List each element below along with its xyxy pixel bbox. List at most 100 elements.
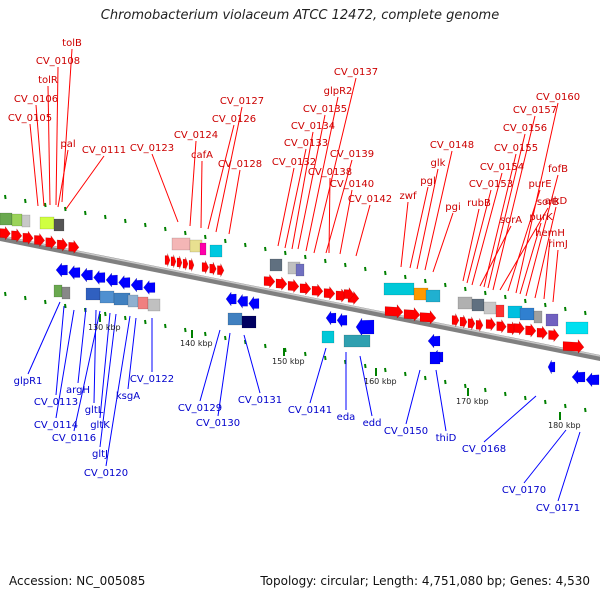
leader-line	[432, 212, 454, 273]
forward-gene-arrow	[384, 303, 404, 319]
forward-gene-arrow	[209, 261, 217, 276]
leader-line	[277, 167, 295, 247]
reverse-gene-label: CV_0129	[178, 403, 222, 414]
scale-label: 130 kbp	[88, 323, 121, 332]
scale-label: 170 kbp	[456, 397, 489, 406]
forward-gene-label: purE	[528, 179, 551, 190]
forward-gene-arrow	[562, 338, 585, 355]
reverse-gene-label: ksgA	[116, 391, 140, 402]
feature-box	[471, 298, 485, 312]
forward-gene-label: CV_0128	[218, 159, 262, 170]
forward-gene-label: sorA	[500, 215, 522, 226]
leader-line	[200, 160, 203, 229]
reverse-gene-arrow	[55, 262, 68, 278]
scale-dot	[464, 383, 467, 389]
reverse-gene-arrow	[93, 269, 106, 286]
forward-gene-label: glk	[431, 158, 446, 169]
forward-gene-label: CV_0140	[330, 179, 374, 190]
leader-line	[243, 334, 261, 394]
scale-dot	[444, 379, 447, 385]
reverse-gene-label: gltJ	[92, 449, 108, 460]
scale-dot	[224, 335, 227, 341]
leader-line	[466, 189, 492, 284]
leader-line	[93, 309, 97, 404]
leader-line	[435, 369, 447, 432]
scale-dot	[564, 306, 567, 312]
forward-gene-label: CV_0156	[503, 123, 547, 134]
scale-dot	[64, 303, 67, 309]
leader-line	[487, 133, 526, 289]
leader-line	[471, 172, 503, 286]
forward-gene-label: zwf	[400, 191, 417, 202]
forward-gene-label: CV_0148	[430, 140, 474, 151]
reverse-gene-arrow	[355, 317, 375, 337]
forward-gene-label: CV_0127	[220, 96, 264, 107]
scale-dot	[324, 355, 327, 361]
scale-dot	[44, 299, 47, 305]
reverse-gene-label: CV_0131	[238, 395, 282, 406]
leader-line	[55, 305, 65, 396]
forward-gene-label: CV_0154	[480, 162, 524, 173]
forward-gene-arrow	[11, 228, 23, 243]
forward-gene-arrow	[335, 288, 348, 303]
leader-line	[499, 207, 549, 291]
reverse-gene-label: CV_0113	[34, 397, 78, 408]
leader-line	[305, 96, 339, 252]
leader-line	[309, 347, 327, 404]
leader-line	[99, 312, 111, 419]
feature-box	[429, 351, 441, 365]
forward-gene-label: CV_0157	[513, 105, 557, 116]
leader-line	[65, 155, 105, 210]
leader-line	[519, 222, 542, 295]
forward-gene-label: pgi	[445, 202, 460, 213]
forward-gene-label: fofB	[548, 164, 568, 175]
forward-gene-label: CV_0123	[130, 143, 174, 154]
forward-gene-arrow	[176, 255, 183, 270]
leader-line	[409, 186, 429, 269]
scale-dot	[24, 198, 27, 204]
reverse-gene-arrow	[80, 267, 93, 283]
leader-line	[57, 149, 69, 208]
feature-box	[171, 237, 191, 251]
feature-box	[295, 263, 305, 277]
scale-dot	[464, 286, 467, 292]
scale-dot	[524, 395, 527, 401]
forward-gene-label: CV_0139	[330, 149, 374, 160]
forward-gene-label: rubB	[467, 198, 491, 209]
scale-dot	[304, 254, 307, 260]
forward-gene-label: alkD	[545, 196, 568, 207]
scale-dot	[404, 274, 407, 280]
scale-dot	[4, 194, 7, 200]
feature-box	[85, 287, 101, 301]
forward-gene-label: sorB	[537, 197, 559, 208]
reverse-gene-arrow	[68, 264, 81, 281]
forward-gene-label: CV_0142	[348, 194, 392, 205]
leader-line	[77, 307, 87, 384]
forward-gene-label: CV_0137	[334, 67, 378, 78]
scale-dot	[264, 343, 267, 349]
forward-gene-label: CV_0132	[272, 157, 316, 168]
scale-dot	[204, 234, 207, 240]
leader-line	[313, 77, 357, 254]
leader-line	[424, 150, 453, 271]
scale-dot	[284, 250, 287, 256]
scale-dot	[64, 206, 67, 212]
feature-box	[53, 284, 63, 298]
forward-gene-arrow	[56, 237, 68, 252]
feature-box	[483, 301, 497, 315]
reverse-gene-label: CV_0141	[288, 405, 332, 416]
scale-dot	[424, 278, 427, 284]
scale-dot	[544, 399, 547, 405]
forward-gene-arrow	[217, 263, 225, 277]
leader-line	[483, 153, 517, 288]
feature-box	[21, 214, 31, 228]
reverse-gene-arrow	[325, 310, 337, 326]
scale-dot	[444, 282, 447, 288]
leader-line	[291, 131, 314, 250]
forward-gene-label: CV_0106	[14, 94, 58, 105]
forward-gene-label: CV_0124	[174, 130, 218, 141]
feature-box	[11, 213, 23, 227]
leader-line	[27, 301, 61, 375]
